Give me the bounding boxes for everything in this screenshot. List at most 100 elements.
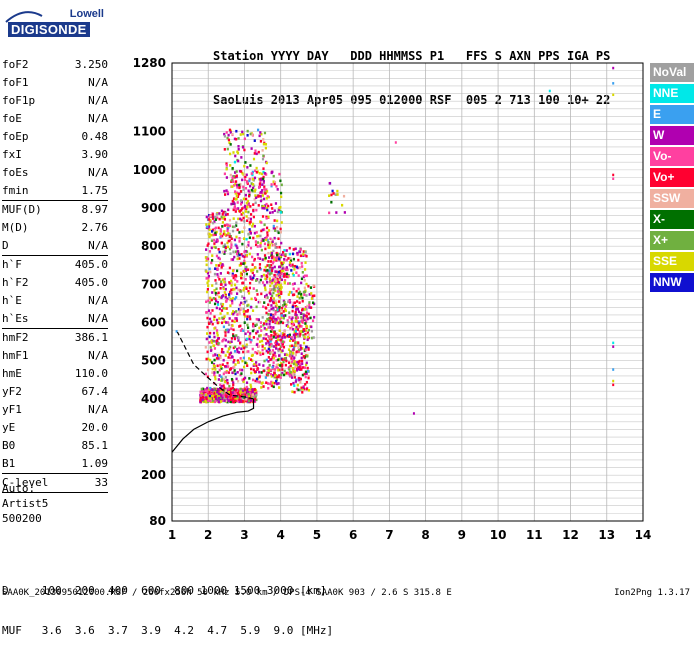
echo-point (246, 166, 249, 169)
echo-point (302, 366, 305, 369)
echo-point (305, 308, 308, 311)
echo-point (293, 268, 296, 271)
echo-point (312, 336, 315, 339)
echo-point (262, 181, 265, 185)
echo-point (304, 254, 307, 257)
echo-point (212, 344, 215, 348)
echo-point (272, 308, 275, 312)
echo-point (208, 301, 211, 304)
echo-point (249, 164, 252, 167)
echo-point (291, 373, 294, 376)
echo-point (229, 393, 233, 396)
echo-point (291, 263, 294, 267)
echo-point (228, 317, 231, 320)
echo-point (265, 274, 268, 277)
echo-point (229, 389, 232, 392)
echo-point (225, 299, 228, 302)
param-row: C-level 33 (2, 474, 108, 492)
param-row: M(D) 2.76 (2, 219, 108, 237)
echo-point (227, 340, 230, 344)
echo-point (228, 281, 231, 284)
distance-row: D 100 200 400 600 800 1000 1500 3000 [km… (2, 584, 327, 597)
echo-point (279, 191, 283, 195)
echo-point (219, 228, 222, 231)
echo-point (240, 328, 244, 331)
echo-point (253, 176, 257, 180)
echo-point (213, 393, 216, 396)
echo-point (283, 300, 286, 304)
echo-point (285, 359, 288, 363)
echo-point (276, 277, 279, 281)
echo-point (295, 325, 298, 329)
echo-point (221, 250, 225, 254)
echo-point (200, 392, 203, 395)
echo-point (220, 302, 223, 306)
echo-point (335, 211, 338, 214)
echo-point (219, 287, 222, 290)
echo-point (279, 227, 282, 231)
echo-point (214, 226, 217, 230)
echo-point (227, 328, 230, 332)
echo-point (296, 316, 300, 319)
echo-point (249, 230, 252, 234)
echo-point (259, 242, 262, 245)
echo-point (612, 173, 615, 177)
echo-point (247, 357, 251, 360)
echo-point (297, 334, 300, 338)
echo-point (208, 335, 211, 339)
x-tick-label: 1 (168, 528, 176, 542)
echo-point (264, 337, 268, 341)
echo-point (259, 278, 262, 282)
echo-point (298, 334, 301, 338)
echo-point (265, 358, 268, 362)
echo-point (226, 271, 230, 274)
echo-point (289, 339, 292, 343)
echo-point (227, 330, 230, 334)
echo-point (214, 297, 217, 301)
echo-point (285, 275, 288, 278)
echo-point (279, 230, 283, 234)
echo-point (224, 212, 227, 215)
echo-point (236, 201, 239, 204)
echo-point (247, 290, 250, 293)
echo-point (222, 210, 225, 214)
echo-point (249, 132, 252, 136)
echo-point (224, 307, 227, 310)
echo-point (245, 215, 248, 218)
echo-point (230, 179, 233, 182)
echo-point (245, 362, 248, 365)
echo-point (275, 358, 278, 362)
echo-point (264, 142, 268, 146)
echo-point (258, 375, 261, 379)
echo-point (304, 250, 307, 254)
echo-point (260, 239, 263, 243)
echo-point (298, 301, 301, 304)
echo-point (217, 342, 220, 345)
echo-point (273, 182, 276, 186)
echo-point (233, 311, 236, 314)
echo-point (289, 326, 292, 330)
echo-point (310, 329, 314, 333)
echo-point (241, 254, 244, 258)
echo-point (296, 333, 299, 336)
echo-point (263, 185, 266, 189)
echo-point (235, 334, 238, 337)
echo-point (297, 258, 300, 262)
echo-point (230, 243, 233, 247)
echo-point (227, 397, 231, 401)
echo-point (265, 328, 268, 331)
logo-swoosh-icon (5, 11, 43, 23)
echo-point (272, 291, 275, 295)
echo-point (242, 350, 245, 354)
echo-point (245, 253, 248, 257)
echo-point (273, 381, 276, 385)
echo-point (212, 354, 215, 357)
echo-point (236, 191, 239, 195)
echo-point (223, 280, 226, 284)
echo-point (251, 133, 254, 136)
echo-point (236, 151, 240, 155)
echo-point (237, 351, 241, 354)
echo-point (220, 350, 224, 354)
echo-point (223, 399, 226, 402)
echo-point (280, 183, 283, 187)
